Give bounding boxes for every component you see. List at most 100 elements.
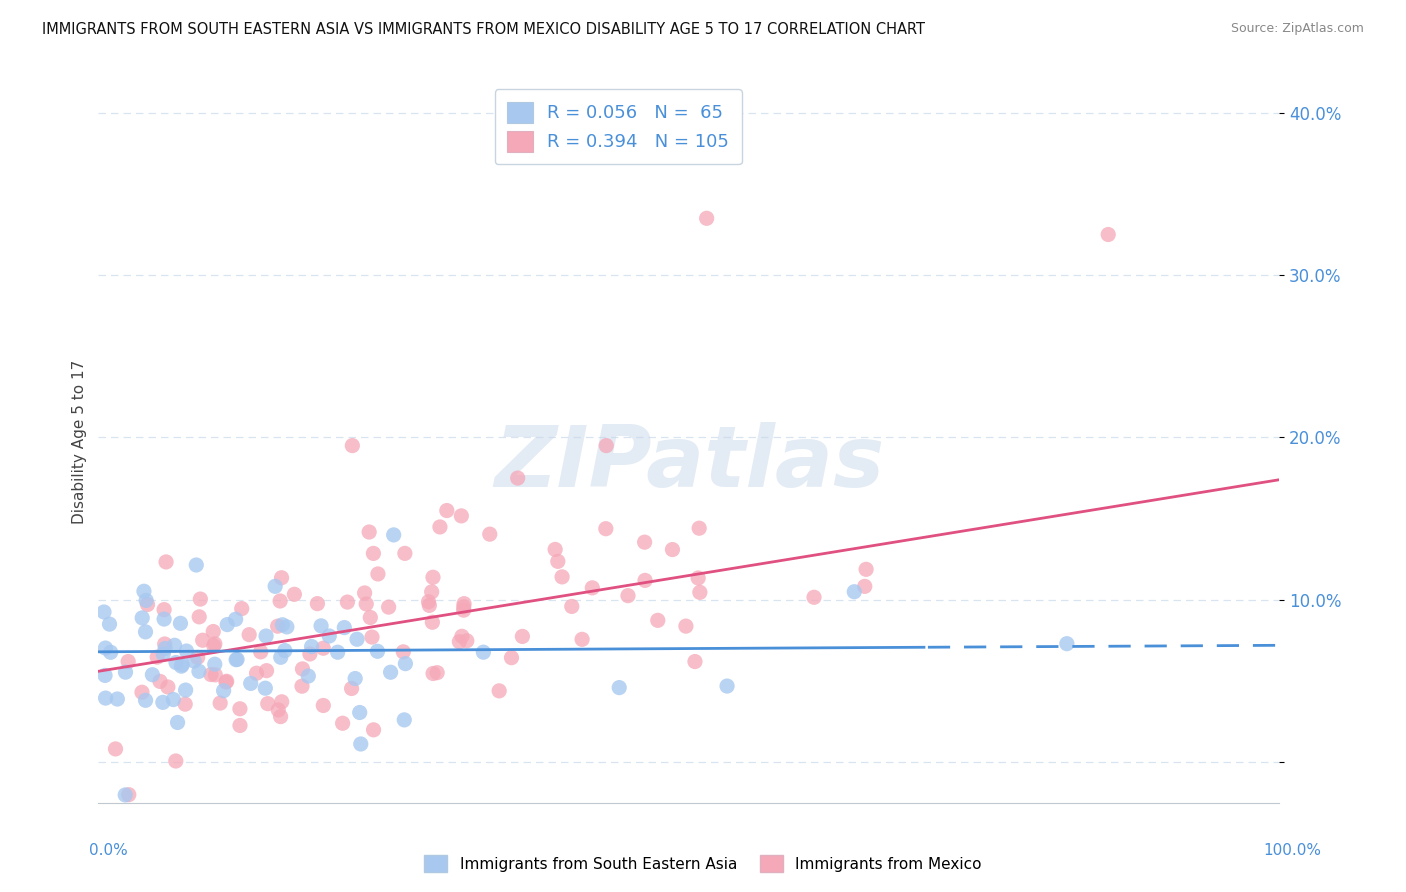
Point <box>449 634 471 648</box>
Point <box>174 683 197 698</box>
Point <box>94 668 117 682</box>
Point <box>344 672 367 686</box>
Point <box>270 709 292 723</box>
Text: 100.0%: 100.0% <box>1264 843 1322 857</box>
Point <box>270 650 292 665</box>
Point <box>436 503 458 517</box>
Point <box>547 554 569 568</box>
Point <box>94 691 117 706</box>
Point <box>98 617 121 632</box>
Point <box>229 718 252 732</box>
Point <box>359 610 381 624</box>
Text: 0.0%: 0.0% <box>89 843 128 857</box>
Point <box>675 619 697 633</box>
Point <box>271 617 294 632</box>
Point <box>366 644 388 658</box>
Point <box>104 742 127 756</box>
Point <box>270 571 292 585</box>
Point <box>716 679 738 693</box>
Point <box>422 615 444 630</box>
Point <box>226 652 249 666</box>
Point <box>361 630 384 644</box>
Point <box>200 667 222 681</box>
Point <box>225 653 247 667</box>
Point <box>155 555 177 569</box>
Point <box>581 581 603 595</box>
Point <box>131 611 153 625</box>
Point <box>359 524 381 539</box>
Point <box>647 613 669 627</box>
Point <box>571 632 593 647</box>
Point <box>93 605 115 619</box>
Point <box>229 702 252 716</box>
Point <box>688 521 710 535</box>
Point <box>183 654 205 668</box>
Point <box>418 595 440 609</box>
Point <box>276 620 298 634</box>
Point <box>169 616 191 631</box>
Point <box>453 597 475 611</box>
Point <box>245 666 267 681</box>
Point <box>607 681 630 695</box>
Point <box>683 655 706 669</box>
Point <box>256 664 278 678</box>
Point <box>217 617 239 632</box>
Point <box>426 665 449 680</box>
Point <box>239 676 262 690</box>
Point <box>661 542 683 557</box>
Point <box>141 667 163 681</box>
Point <box>202 639 225 653</box>
Point <box>264 579 287 593</box>
Point <box>166 715 188 730</box>
Point <box>342 439 364 453</box>
Point <box>100 645 122 659</box>
Point <box>551 570 574 584</box>
Point <box>162 692 184 706</box>
Point <box>544 542 567 557</box>
Point <box>309 619 332 633</box>
Point <box>377 600 399 615</box>
Point <box>163 638 186 652</box>
Point <box>172 657 194 672</box>
Point <box>1097 227 1119 242</box>
Point <box>291 662 314 676</box>
Point <box>204 637 226 651</box>
Point <box>422 570 444 584</box>
Point <box>215 675 238 690</box>
Point <box>188 665 211 679</box>
Point <box>336 595 359 609</box>
Point <box>363 546 385 560</box>
Point <box>382 528 405 542</box>
Point <box>212 683 235 698</box>
Point <box>153 641 176 656</box>
Text: ZIPatlas: ZIPatlas <box>494 422 884 505</box>
Point <box>153 637 176 651</box>
Point <box>595 522 617 536</box>
Point <box>298 647 321 661</box>
Point <box>380 665 402 680</box>
Point <box>114 665 136 680</box>
Point <box>176 644 198 658</box>
Point <box>187 650 209 665</box>
Point <box>853 579 876 593</box>
Point <box>118 788 141 802</box>
Point <box>191 633 214 648</box>
Point <box>215 674 238 689</box>
Point <box>174 697 197 711</box>
Point <box>688 571 710 585</box>
Point <box>134 624 156 639</box>
Point <box>254 681 277 696</box>
Point <box>429 520 451 534</box>
Text: Source: ZipAtlas.com: Source: ZipAtlas.com <box>1230 22 1364 36</box>
Point <box>209 696 232 710</box>
Point <box>114 788 136 802</box>
Point <box>135 593 157 607</box>
Point <box>270 695 292 709</box>
Point <box>266 619 288 633</box>
Point <box>501 650 523 665</box>
Text: IMMIGRANTS FROM SOUTH EASTERN ASIA VS IMMIGRANTS FROM MEXICO DISABILITY AGE 5 TO: IMMIGRANTS FROM SOUTH EASTERN ASIA VS IM… <box>42 22 925 37</box>
Point <box>231 601 253 615</box>
Point <box>170 659 193 673</box>
Point <box>363 723 385 737</box>
Point <box>312 641 335 656</box>
